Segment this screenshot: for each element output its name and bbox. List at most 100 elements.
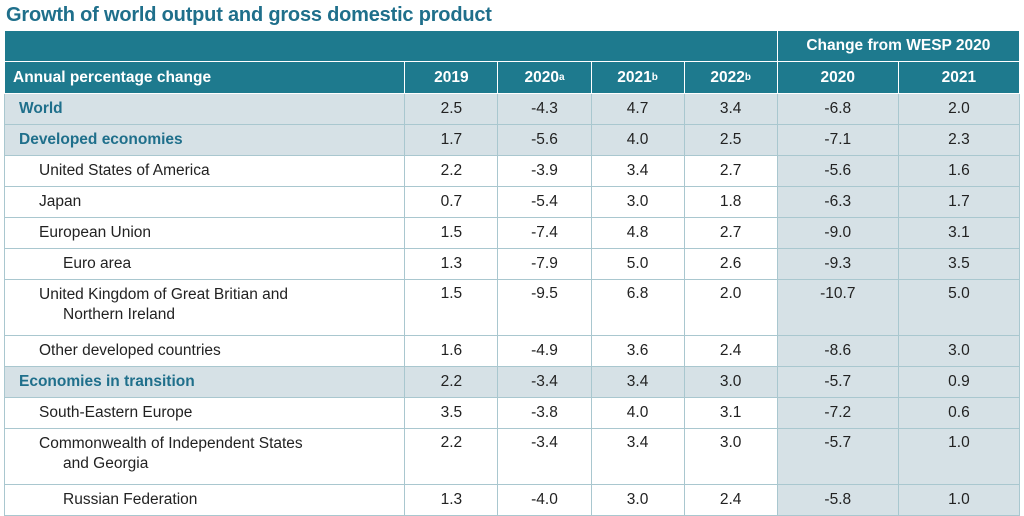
value-cell: -5.6	[497, 124, 592, 156]
value-cell: 1.5	[404, 217, 499, 249]
change-cell: -5.8	[776, 484, 899, 516]
value-cell: 1.7	[404, 124, 499, 156]
value-cell: 3.6	[590, 335, 685, 367]
value-cell: 3.5	[404, 397, 499, 429]
value-cell: 3.4	[683, 93, 778, 125]
change-cell: -7.1	[776, 124, 899, 156]
row-label: Economies in transition	[3, 366, 406, 398]
change-col-header-2020: 2020	[776, 61, 899, 94]
row-label: Russian Federation	[3, 484, 406, 516]
row-label-text: Japan	[39, 193, 82, 210]
change-cell: -9.3	[776, 248, 899, 280]
value-cell: 2.7	[683, 155, 778, 187]
value-cell: -7.4	[497, 217, 592, 249]
value-cell: 3.4	[590, 155, 685, 187]
change-cell: -5.7	[776, 366, 899, 398]
footnote-marker: a	[558, 71, 565, 83]
value-cell: -7.9	[497, 248, 592, 280]
change-cell: 0.9	[897, 366, 1021, 398]
value-cell: 4.7	[590, 93, 685, 125]
row-label: European Union	[3, 217, 406, 249]
table-row: World 2.5 -4.3 4.7 3.4 -6.8 2.0	[3, 93, 1021, 125]
value-cell: 2.2	[404, 155, 499, 187]
value-cell: 2.4	[683, 335, 778, 367]
table-row: United Kingdom of Great Britian and North…	[3, 279, 1021, 336]
change-cell: 5.0	[897, 279, 1021, 336]
change-cell: -7.2	[776, 397, 899, 429]
value-cell: 2.2	[404, 428, 499, 485]
row-label-text: Other developed countries	[39, 342, 221, 359]
change-cell: 2.3	[897, 124, 1021, 156]
value-cell: 3.1	[683, 397, 778, 429]
value-cell: -5.4	[497, 186, 592, 218]
table-row: South-Eastern Europe 3.5 -3.8 4.0 3.1 -7.2 0.6	[3, 397, 1021, 429]
change-cell: -9.0	[776, 217, 899, 249]
value-cell: 2.2	[404, 366, 499, 398]
col-header-2020: 2020a	[497, 61, 592, 94]
value-cell: 6.8	[590, 279, 685, 336]
row-label: United States of America	[3, 155, 406, 187]
row-label-text: Commonwealth of Independent States	[39, 435, 303, 452]
change-cell: -5.7	[776, 428, 899, 485]
value-cell: 2.6	[683, 248, 778, 280]
row-label: Developed economies	[3, 124, 406, 156]
value-cell: 4.0	[590, 124, 685, 156]
value-cell: 1.6	[404, 335, 499, 367]
value-cell: 1.3	[404, 248, 499, 280]
value-cell: 5.0	[590, 248, 685, 280]
value-cell: -3.9	[497, 155, 592, 187]
row-label-text: Economies in transition	[19, 373, 195, 390]
row-label-text: United Kingdom of Great Britian and	[39, 286, 288, 303]
table-row: Japan 0.7 -5.4 3.0 1.8 -6.3 1.7	[3, 186, 1021, 218]
change-cell: -6.3	[776, 186, 899, 218]
change-cell: 3.5	[897, 248, 1021, 280]
change-cell: -5.6	[776, 155, 899, 187]
table-row: Other developed countries 1.6 -4.9 3.6 2.4 -8…	[3, 335, 1021, 367]
value-cell: -4.9	[497, 335, 592, 367]
row-label-text: Developed economies	[19, 131, 183, 148]
row-label-continuation: and Georgia	[63, 455, 149, 472]
row-label: Japan	[3, 186, 406, 218]
value-cell: 4.0	[590, 397, 685, 429]
value-cell: 2.5	[404, 93, 499, 125]
header-row: Annual percentage change 2019 2020a 2021…	[3, 61, 1021, 94]
change-cell: -6.8	[776, 93, 899, 125]
change-cell: 3.0	[897, 335, 1021, 367]
value-cell: -9.5	[497, 279, 592, 336]
footnote-marker: b	[651, 71, 658, 83]
row-label-continuation: Northern Ireland	[63, 306, 176, 323]
change-cell: -8.6	[776, 335, 899, 367]
row-label: Other developed countries	[3, 335, 406, 367]
row-label-text: South-Eastern Europe	[39, 404, 193, 421]
value-cell: 2.5	[683, 124, 778, 156]
row-label: United Kingdom of Great Britian and North…	[3, 279, 406, 336]
change-cell: 3.1	[897, 217, 1021, 249]
header-spacer	[4, 30, 778, 62]
value-cell: 2.4	[683, 484, 778, 516]
row-label-header: Annual percentage change	[3, 61, 406, 94]
value-cell: 1.5	[404, 279, 499, 336]
value-cell: -4.3	[497, 93, 592, 125]
table-row: United States of America 2.2 -3.9 3.4 2.7 -5.…	[3, 155, 1021, 187]
value-cell: -3.4	[497, 428, 592, 485]
table-row: Russian Federation 1.3 -4.0 3.0 2.4 -5.8 1.0	[3, 484, 1021, 516]
value-cell: 3.4	[590, 428, 685, 485]
value-cell: 3.0	[590, 186, 685, 218]
row-label-text: European Union	[39, 224, 152, 241]
change-cell: 1.0	[897, 484, 1021, 516]
value-cell: 3.0	[683, 366, 778, 398]
value-cell: 3.0	[683, 428, 778, 485]
change-group-header: Change from WESP 2020	[776, 30, 1021, 62]
value-cell: -4.0	[497, 484, 592, 516]
change-cell: -10.7	[776, 279, 899, 336]
change-cell: 1.6	[897, 155, 1021, 187]
value-cell: 1.3	[404, 484, 499, 516]
table-row: European Union 1.5 -7.4 4.8 2.7 -9.0 3.1	[3, 217, 1021, 249]
table-title: Growth of world output and gross domesti…	[6, 4, 492, 26]
row-label: Euro area	[3, 248, 406, 280]
table-row: Economies in transition 2.2 -3.4 3.4 3.0 -5.7…	[3, 366, 1021, 398]
change-cell: 0.6	[897, 397, 1021, 429]
row-label: World	[3, 93, 406, 125]
row-label-text: United States of America	[39, 162, 210, 179]
row-label: South-Eastern Europe	[3, 397, 406, 429]
